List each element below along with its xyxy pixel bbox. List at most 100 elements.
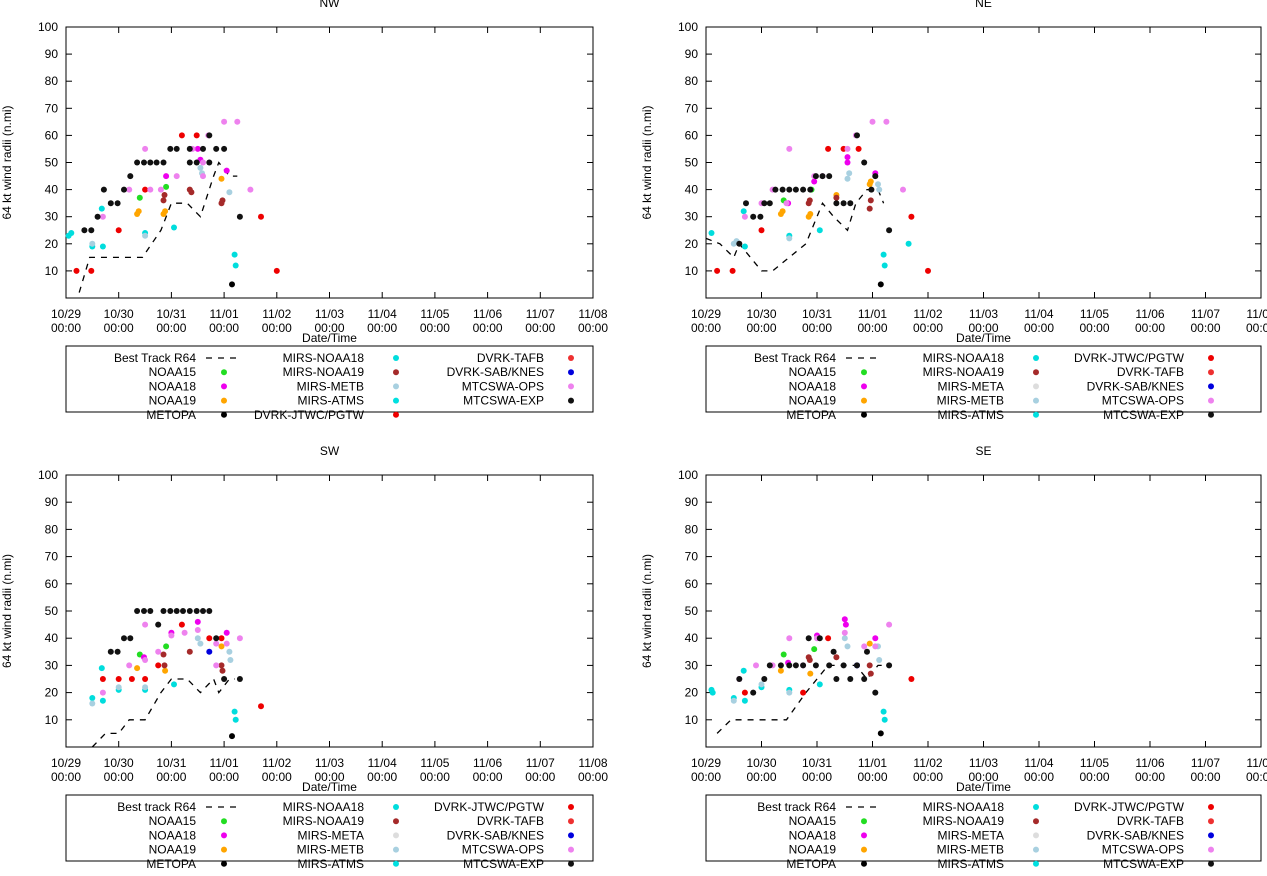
point-mirs-noaa19 (161, 192, 168, 198)
legend-label: DVRK-SAB/KNES (1087, 828, 1184, 842)
best-track-line (716, 664, 890, 734)
point-mirs-noaa19 (160, 651, 167, 658)
point-mtcswa-ops (883, 118, 890, 125)
panel-nw: NW10203040506070809010010/2900:0010/3000… (0, 0, 608, 422)
legend-label: DVRK-JTWC/PGTW (1074, 351, 1185, 365)
point-mtcswa-exp (792, 186, 799, 193)
point-mtcswa-exp (847, 200, 854, 207)
legend-marker (1033, 369, 1039, 376)
point-mirs-noaa19 (806, 197, 813, 204)
point-mtcswa-exp (114, 648, 121, 655)
legend-marker (1208, 832, 1214, 839)
point-mtcswa-exp (155, 621, 162, 628)
point-mtcswa-exp (173, 145, 180, 152)
y-tick-label: 100 (678, 468, 698, 482)
point-mtcswa-ops (99, 213, 106, 220)
point-mirs-noaa18 (98, 205, 105, 212)
x-tick-label: 11/08 (1246, 307, 1267, 321)
legend-marker (1033, 846, 1039, 853)
x-tick-label: 00:00 (578, 321, 608, 335)
point-mtcswa-exp (173, 608, 180, 614)
point-mtcswa-exp (786, 186, 793, 193)
point-mirs-noaa18 (171, 681, 177, 688)
x-tick-label: 11/03 (969, 756, 998, 770)
point-mirs-noaa18 (231, 708, 238, 715)
x-tick-label: 10/29 (691, 307, 721, 321)
x-tick-label: 11/03 (315, 756, 344, 770)
legend-label: MTCSWA-EXP (463, 394, 544, 408)
y-axis-label: 64 kt wind radii (n.mi) (640, 105, 654, 219)
legend-label: NOAA15 (149, 814, 197, 828)
x-tick-label: 11/06 (473, 307, 502, 321)
legend-marker (568, 355, 574, 361)
legend-label: Best Track R64 (114, 351, 196, 365)
x-tick-label: 00:00 (473, 770, 503, 784)
y-tick-label: 60 (45, 577, 59, 591)
x-tick-label: 11/07 (1191, 307, 1220, 321)
point-dvrk-jtwc-pgtw (206, 635, 213, 642)
point-mirs-noaa19 (866, 205, 873, 212)
y-tick-label: 80 (685, 522, 699, 536)
point-dvrk-jtwc-pgtw (258, 213, 264, 220)
legend-label: DVRK-TAFB (477, 351, 544, 365)
legend-marker (221, 846, 227, 853)
legend-box (705, 345, 1262, 413)
legend-label: MTCSWA-EXP (1103, 408, 1184, 422)
point-dvrk-jtwc-pgtw (142, 676, 149, 682)
x-tick-label: 00:00 (1079, 770, 1109, 784)
x-tick-label: 00:00 (262, 321, 292, 335)
point-mtcswa-exp (800, 186, 807, 193)
legend-marker (1033, 355, 1039, 361)
point-noaa18 (223, 167, 230, 174)
legend-label: DVRK-JTWC/PGTW (1074, 800, 1185, 814)
point-mtcswa-exp (153, 159, 160, 166)
point-dvrk-jtwc-pgtw (741, 689, 748, 696)
legend-marker (221, 832, 227, 839)
legend-marker (393, 369, 399, 376)
x-tick-label: 11/04 (368, 756, 397, 770)
y-tick-label: 30 (45, 210, 59, 224)
point-dvrk-jtwc-pgtw (115, 676, 122, 682)
point-mirs-noaa18 (740, 667, 747, 674)
legend-label: MIRS-NOAA18 (923, 800, 1005, 814)
y-tick-label: 20 (45, 686, 59, 700)
point-mtcswa-ops (786, 145, 793, 152)
point-mtcswa-exp (886, 227, 893, 234)
legend-box (65, 794, 594, 862)
y-tick-label: 80 (685, 74, 699, 88)
point-mtcswa-exp (861, 676, 868, 682)
x-tick-label: 00:00 (262, 770, 292, 784)
point-dvrk-jtwc-pgtw (729, 267, 736, 274)
point-dvrk-jtwc-pgtw (128, 676, 135, 682)
point-mtcswa-exp (127, 173, 134, 180)
x-tick-label: 00:00 (913, 321, 943, 335)
legend-marker (1033, 832, 1039, 839)
x-tick-label: 00:00 (104, 770, 134, 784)
x-tick-label: 10/31 (156, 756, 186, 770)
point-mtcswa-ops (168, 632, 175, 639)
point-mirs-metb (730, 697, 737, 704)
panel-sw: SW10203040506070809010010/2900:0010/3000… (0, 444, 608, 871)
point-mtcswa-ops (200, 159, 206, 166)
legend-marker (1208, 369, 1214, 376)
legend-label: MIRS-NOAA19 (283, 814, 365, 828)
legend-marker (1208, 804, 1214, 810)
point-noaa15 (811, 646, 818, 653)
point-mirs-noaa18 (68, 230, 75, 236)
legend-marker (568, 383, 574, 390)
y-tick-label: 20 (685, 237, 699, 251)
point-mirs-metb (875, 181, 881, 188)
legend-marker (221, 369, 227, 376)
point-mtcswa-exp (206, 159, 213, 166)
point-mtcswa-exp (100, 186, 107, 193)
legend-label: MIRS-NOAA18 (923, 351, 1005, 365)
point-metopa (229, 281, 235, 288)
point-mtcswa-exp (757, 213, 764, 220)
point-mtcswa-exp (107, 200, 114, 207)
point-mtcswa-exp (864, 648, 870, 655)
y-tick-label: 30 (45, 658, 59, 672)
y-tick-label: 40 (685, 631, 699, 645)
point-dvrk-jtwc-pgtw (88, 267, 95, 274)
x-tick-label: 00:00 (420, 321, 450, 335)
point-mtcswa-exp (134, 608, 141, 614)
